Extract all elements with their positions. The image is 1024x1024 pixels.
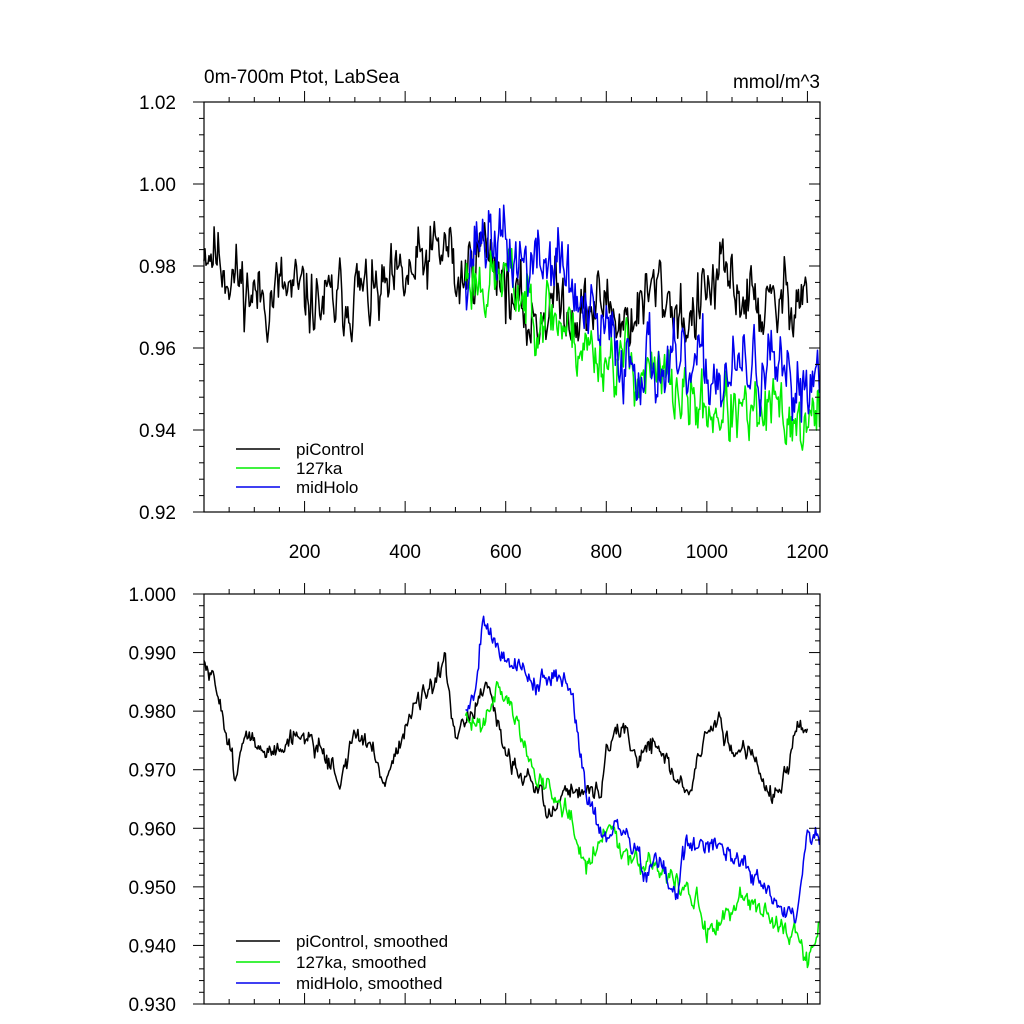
top-y-tick-label: 1.00 (139, 175, 176, 196)
bottom-legend-label-1: piControl, smoothed (296, 932, 448, 951)
top-x-tick-label: 400 (389, 542, 421, 563)
bottom-y-tick-label: 0.990 (128, 644, 176, 665)
bottom-series-line-2 (464, 681, 820, 969)
bottom-y-tick-label: 0.950 (128, 878, 176, 899)
bottom-series-line-3 (465, 615, 821, 924)
top-x-tick-label: 1200 (786, 542, 828, 563)
top-x-tick-label: 1000 (686, 542, 728, 563)
top-y-tick-label: 0.98 (139, 257, 176, 278)
top-series-line-3 (464, 204, 821, 423)
top-title-left: 0m-700m Ptot, LabSea (204, 67, 400, 88)
top-legend-label-1: piControl (296, 440, 364, 459)
top-y-tick-label: 0.96 (139, 339, 176, 360)
bottom-y-tick-label: 0.940 (128, 936, 176, 957)
bottom-legend-label-2: 127ka, smoothed (296, 953, 426, 972)
top-y-tick-label: 0.92 (139, 503, 176, 524)
bottom-legend: piControl, smoothed 127ka, smoothed midHol… (236, 932, 448, 993)
bottom-ticks: 0.930 0.940 0.950 0.960 0.970 0.980 0.990 1.000 (128, 583, 820, 1016)
top-series-line-2 (464, 246, 821, 451)
top-plot-frame (203, 101, 821, 513)
top-x-tick-label: 800 (590, 542, 622, 563)
top-legend-label-3: midHolo (296, 478, 358, 497)
bottom-panel: 0.930 0.940 0.950 0.960 0.970 0.980 0.990 1.000… (128, 583, 821, 1016)
bottom-y-tick-label: 0.930 (128, 995, 176, 1016)
bottom-series-line-1 (203, 652, 809, 819)
bottom-plot-frame (203, 593, 821, 1005)
bottom-y-tick-label: 0.970 (128, 761, 176, 782)
bottom-series-group (203, 615, 821, 969)
bottom-y-tick-label: 1.000 (128, 585, 176, 606)
bottom-y-tick-label: 0.980 (128, 702, 176, 723)
top-ticks: 200 400 600 800 1000 1200 0.92 0.94 0.96 0.98 1.00… (139, 91, 829, 563)
top-panel: 0m-700m Ptot, LabSea mmol/m^3 200 400 600 8… (139, 67, 829, 563)
top-x-tick-label: 600 (490, 542, 522, 563)
bottom-legend-label-3: midHolo, smoothed (296, 974, 442, 993)
top-y-tick-label: 1.02 (139, 93, 176, 114)
top-x-tick-label: 200 (289, 542, 321, 563)
top-series-group (203, 204, 821, 451)
top-y-tick-label: 0.94 (139, 421, 176, 442)
top-title-right: mmol/m^3 (733, 72, 820, 93)
top-series-line-1 (203, 220, 809, 347)
bottom-y-tick-label: 0.960 (128, 819, 176, 840)
top-legend-label-2: 127ka (296, 459, 343, 478)
